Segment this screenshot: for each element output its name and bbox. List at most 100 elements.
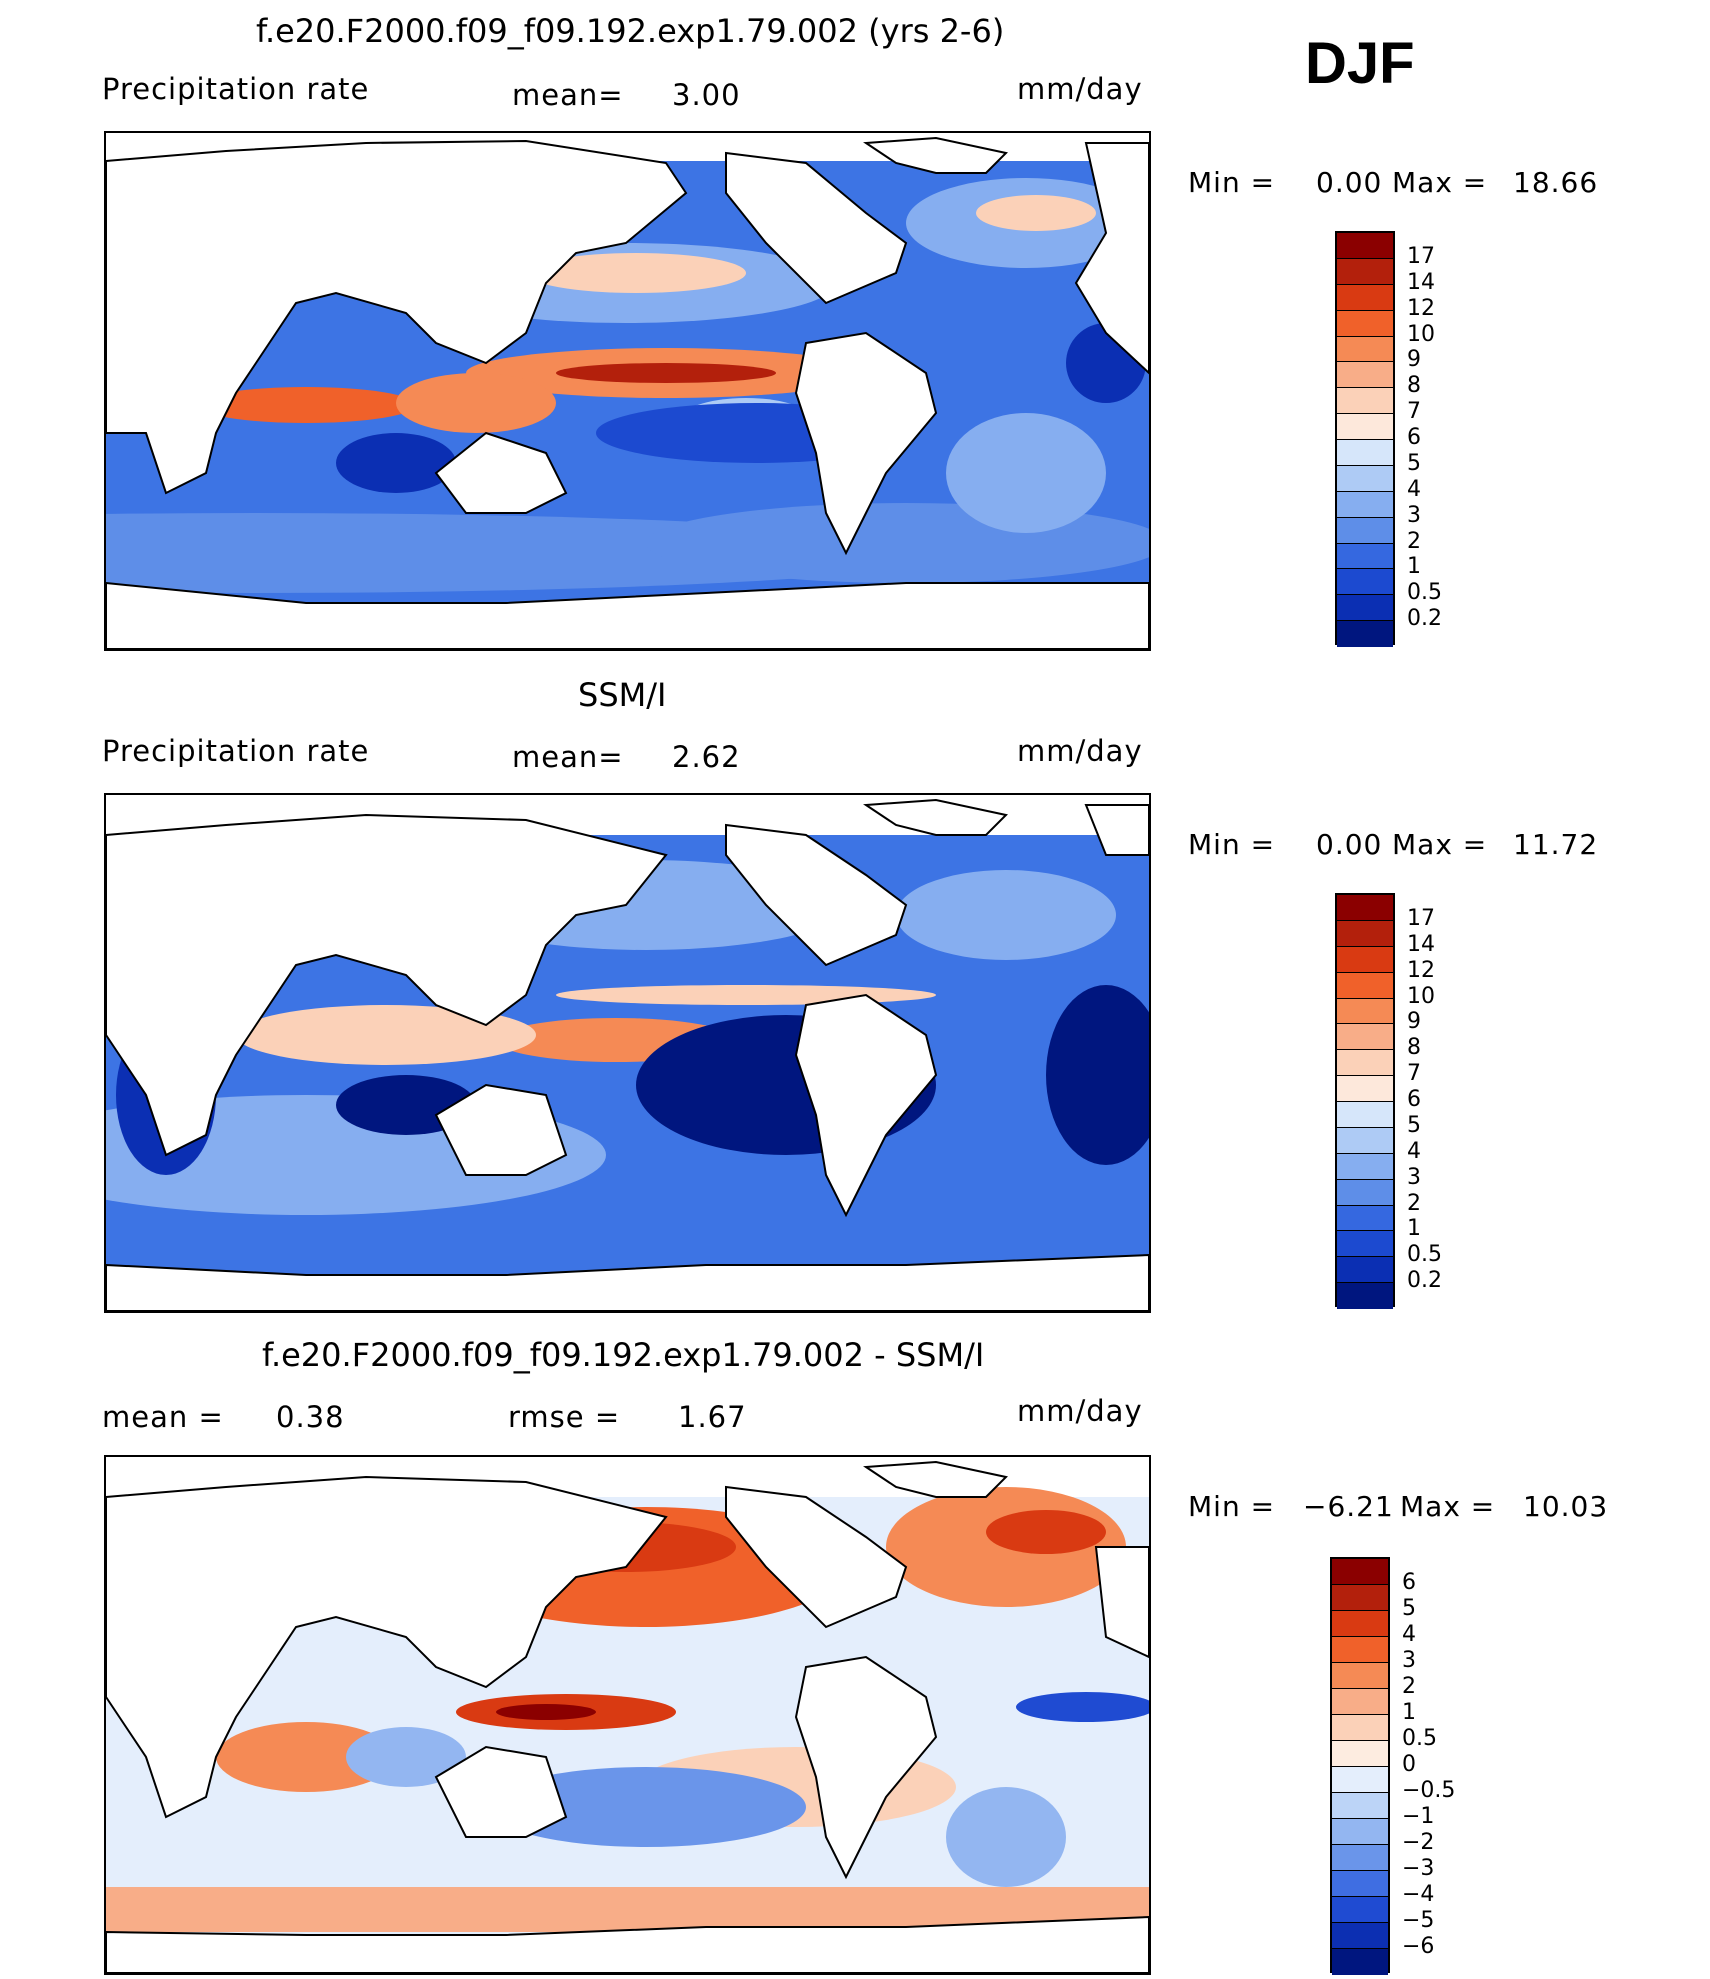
colorbar-tick-label: 9	[1407, 347, 1421, 373]
colorbar-tick-label: −1	[1402, 1804, 1435, 1829]
panel1-title: f.e20.F2000.f09_f09.192.exp1.79.002 (yrs…	[256, 12, 1005, 50]
colorbar-tick-label: 3	[1402, 1648, 1416, 1673]
colorbar-segment	[1332, 1871, 1388, 1897]
colorbar-tick-label: 10	[1407, 321, 1435, 347]
colorbar-tick-label: 3	[1407, 502, 1421, 528]
panel2-min-value: 0.00	[1316, 828, 1383, 861]
colorbar-segment	[1337, 1127, 1393, 1154]
colorbar-segment	[1337, 1102, 1393, 1128]
panel3-title: f.e20.F2000.f09_f09.192.exp1.79.002 - SS…	[262, 1336, 985, 1374]
panel3-rmse-label: rmse =	[508, 1400, 621, 1434]
colorbar-segment	[1332, 1897, 1388, 1923]
colorbar-tick-label: 0.2	[1407, 606, 1442, 632]
colorbar-tick-label: 0.5	[1407, 580, 1442, 606]
colorbar-segment	[1337, 1231, 1393, 1258]
colorbar-tick-label: 2	[1407, 528, 1421, 554]
colorbar-tick-label: 3	[1407, 1164, 1421, 1190]
colorbar-segment	[1332, 1741, 1388, 1767]
colorbar-tick-label: −0.5	[1402, 1778, 1456, 1803]
colorbar-tick-label: 4	[1402, 1622, 1416, 1647]
colorbar-segment	[1337, 1024, 1393, 1051]
colorbar-segment	[1332, 1663, 1388, 1689]
panel3-max-label: Max =	[1400, 1490, 1496, 1523]
panel3-min-value: −6.21	[1303, 1490, 1394, 1523]
panel1-min-label: Min =	[1188, 166, 1276, 199]
colorbar-tick-label: 2	[1402, 1674, 1416, 1699]
colorbar-segment	[1337, 440, 1393, 466]
colorbar-tick-label: 6	[1407, 1087, 1421, 1112]
panel2-min-label: Min =	[1188, 828, 1276, 861]
colorbar-tick-label: 12	[1407, 295, 1435, 321]
colorbar-tick-label: 6	[1407, 425, 1421, 450]
panel1-map	[104, 131, 1151, 651]
panel3-mean-value: 0.38	[276, 1400, 345, 1434]
colorbar-tick-label: 7	[1407, 399, 1421, 425]
panel1-mean-value: 3.00	[672, 78, 741, 112]
colorbar-tick-label: 8	[1407, 373, 1421, 399]
colorbar-tick-label: 12	[1407, 957, 1435, 983]
colorbar-tick-label: 17	[1407, 243, 1435, 269]
colorbar-tick-label: 2	[1407, 1190, 1421, 1216]
panel1-variable-label: Precipitation rate	[102, 72, 370, 106]
colorbar-tick-label: 6	[1402, 1570, 1416, 1595]
colorbar-segment	[1332, 1793, 1388, 1819]
colorbar-segment	[1332, 1559, 1388, 1585]
colorbar-segment	[1332, 1819, 1388, 1845]
panel3-units: mm/day	[1017, 1394, 1143, 1428]
colorbar-tick-label: 9	[1407, 1009, 1421, 1035]
colorbar-segment	[1337, 998, 1393, 1025]
panel3-min-label: Min =	[1188, 1490, 1276, 1523]
colorbar-segment	[1337, 569, 1393, 596]
panel1-mean-label: mean=	[512, 78, 624, 112]
colorbar-segment	[1337, 233, 1393, 259]
colorbar-segment	[1332, 1689, 1388, 1715]
colorbar-segment	[1332, 1637, 1388, 1663]
colorbar-tick-label: 5	[1407, 1112, 1421, 1138]
season-label: DJF	[1305, 31, 1415, 96]
panel1-min-value: 0.00	[1316, 166, 1383, 199]
colorbar-tick-label: −6	[1402, 1934, 1435, 1959]
colorbar-tick-label: −4	[1402, 1882, 1435, 1907]
colorbar-tick-label: 8	[1407, 1035, 1421, 1061]
colorbar-tick-label: 4	[1407, 1138, 1421, 1164]
panel1-max-value: 18.66	[1513, 166, 1599, 199]
colorbar-tick-label: 0	[1402, 1752, 1416, 1777]
colorbar-tick-label: 0.5	[1407, 1242, 1442, 1268]
colorbar-segment	[1337, 595, 1393, 622]
colorbar-segment	[1337, 388, 1393, 415]
colorbar-tick-label: 0.5	[1402, 1726, 1437, 1751]
colorbar-segment	[1337, 1283, 1393, 1309]
colorbar-segment	[1337, 284, 1393, 311]
panel2-colorbar	[1335, 893, 1395, 1309]
colorbar-segment	[1337, 946, 1393, 973]
colorbar-tick-label: 1	[1402, 1700, 1416, 1725]
panel2-map	[104, 793, 1151, 1313]
colorbar-segment	[1337, 1205, 1393, 1232]
colorbar-segment	[1332, 1767, 1388, 1793]
panel1-max-label: Max =	[1392, 166, 1488, 199]
colorbar-segment	[1337, 517, 1393, 544]
panel1-colorbar	[1335, 231, 1395, 647]
panel2-title: SSM/I	[578, 676, 667, 714]
colorbar-tick-label: 14	[1407, 931, 1435, 957]
colorbar-segment	[1337, 362, 1393, 389]
colorbar-segment	[1337, 1076, 1393, 1102]
colorbar-segment	[1332, 1949, 1388, 1975]
colorbar-segment	[1337, 1179, 1393, 1206]
colorbar-segment	[1337, 920, 1393, 947]
colorbar-tick-label: 7	[1407, 1061, 1421, 1087]
panel2-mean-value: 2.62	[672, 740, 741, 774]
colorbar-segment	[1332, 1845, 1388, 1871]
panel2-max-label: Max =	[1392, 828, 1488, 861]
panel2-mean-label: mean=	[512, 740, 624, 774]
panel3-rmse-value: 1.67	[678, 1400, 747, 1434]
colorbar-segment	[1337, 543, 1393, 570]
colorbar-segment	[1337, 491, 1393, 518]
colorbar-segment	[1337, 1257, 1393, 1284]
panel2-max-value: 11.72	[1513, 828, 1599, 861]
panel3-map	[104, 1455, 1151, 1975]
colorbar-tick-label: 1	[1407, 1216, 1421, 1242]
colorbar-segment	[1337, 310, 1393, 337]
colorbar-tick-label: −2	[1402, 1830, 1435, 1855]
colorbar-tick-label: 4	[1407, 476, 1421, 502]
